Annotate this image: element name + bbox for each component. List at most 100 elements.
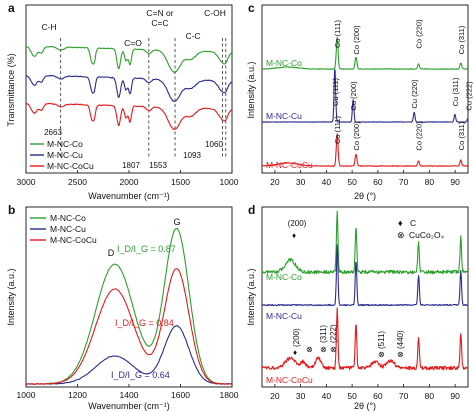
legend-label-cu: M-NC-Cu [50, 224, 86, 234]
otimes-icon: ⊗ [330, 345, 337, 354]
panel-d-xlabel: 2θ (°) [354, 401, 376, 411]
x-tick-label: 60 [373, 391, 383, 401]
wavenumber-label: 2663 [44, 128, 62, 137]
x-tick-label: 30 [296, 177, 306, 187]
panel-d-frame [261, 206, 469, 388]
xrd-peak-label: Co (200) [352, 121, 361, 151]
panel-a-xtick: 1500 [171, 177, 190, 187]
diamond-icon: ♦ [398, 218, 403, 228]
peak-label-cocu-511: (511) [377, 331, 386, 349]
wavenumber-label: 1807 [122, 161, 140, 170]
ratio-label-cu: I_D/I_G = 0.64 [111, 370, 170, 380]
ratio-label-cocu: I_D/I_G = 0.84 [115, 318, 174, 328]
peak-label-cocu-200: (200) [292, 328, 301, 347]
diamond-icon: ♦ [293, 348, 297, 357]
xrd-peak-label: Cu (220) [410, 79, 419, 109]
panel-d: Intensity (a.u.) 2θ (°) 20 30 40 50 60 70 80 90… [246, 206, 469, 411]
panel-letter-b: b [8, 203, 15, 217]
ratio-label-co: I_D/I_G = 0.87 [117, 244, 176, 254]
xrd-trace-m-nc-cocu [261, 133, 468, 167]
band-label-c-n-or: C=N or [146, 8, 173, 18]
panel-a-xtick: 1000 [220, 177, 239, 187]
panel-d-x-ticks: 20 30 40 50 60 70 80 90 [270, 384, 460, 401]
x-tick-label: 50 [347, 391, 357, 401]
legend-label-c: C [410, 218, 416, 228]
x-tick-label: 90 [450, 391, 460, 401]
xrd-peak-label: Co (220) [415, 121, 424, 151]
peak-label-cocu-222: (222) [329, 324, 338, 343]
sample-label-cu: M-NC-Cu [266, 111, 302, 121]
legend-label-co: M-NC-Co [50, 213, 86, 223]
wavenumber-label: 1553 [149, 161, 167, 170]
x-tick-label: 90 [450, 177, 460, 187]
x-tick-label: 40 [322, 177, 332, 187]
otimes-icon: ⊗ [397, 350, 404, 359]
panel-b-x-ticks: 1000 1200 1400 1600 1800 [17, 390, 239, 400]
otimes-icon: ⊗ [320, 345, 327, 354]
panel-b-xtick: 1400 [120, 390, 139, 400]
raman-trace-m-nc-cocu [25, 268, 233, 385]
panel-c: Intensity (a.u.) 2θ (°) 20 30 40 50 60 70 80 90… [246, 4, 473, 201]
x-tick-label: 20 [270, 177, 280, 187]
xrd-trace-m-nc-co [261, 36, 468, 70]
wavenumber-label: 1093 [183, 151, 201, 160]
band-label-c-oh: C-OH [204, 8, 226, 18]
panel-letter-a: a [8, 1, 15, 15]
panel-b-xtick: 1600 [171, 390, 190, 400]
xrd-peak-label: Cu (111) [331, 77, 340, 106]
panel-c-frame [261, 4, 469, 174]
panel-a-ylabel: Transmittance (%) [6, 53, 16, 126]
peak-label-d: D [108, 248, 115, 258]
otimes-icon: ⊗ [378, 350, 385, 359]
band-label-c-c: C-C [185, 31, 200, 41]
panel-letter-c: c [248, 1, 255, 15]
panel-b-ylabel: Intensity (a.u.) [6, 268, 16, 325]
ftir-trace-m-nc-co [25, 45, 233, 74]
xrd-peak-label: Co (311) [457, 121, 466, 150]
xrd-trace-m-nc-cu [261, 69, 469, 123]
band-label-c-h: C-H [41, 22, 56, 32]
otimes-icon: ⊗ [397, 230, 405, 240]
sample-label-co: M-NC-Co [266, 58, 302, 68]
peak-label-cocu-311: (311) [319, 325, 328, 343]
panel-b-xtick: 1800 [220, 390, 239, 400]
ftir-trace-m-nc-cu [25, 74, 233, 103]
panel-c-ylabel: Intensity (a.u.) [246, 61, 256, 118]
peak-label-c-200: (200) [288, 219, 307, 228]
panel-a-xlabel: Wavenumber (cm⁻¹) [88, 191, 169, 201]
xrd-peak-label: Co (200) [352, 25, 361, 55]
xrd-peak-label: Co (220) [415, 19, 424, 49]
x-tick-label: 70 [399, 391, 409, 401]
legend-label-cu: M-NC-Cu [47, 150, 83, 160]
panel-d-ylabel: Intensity (a.u.) [246, 268, 256, 325]
panel-letter-d: d [248, 203, 255, 217]
xrd-peak-label: Cu (311) [451, 77, 460, 106]
panel-c-x-ticks: 20 30 40 50 60 70 80 90 [270, 170, 460, 187]
x-tick-label: 50 [347, 177, 357, 187]
panel-b-legend: M-NC-Co M-NC-Cu M-NC-CoCu [30, 213, 97, 245]
panel-b: Intensity (a.u.) Wavenumber (cm⁻¹) 1000 … [6, 206, 239, 411]
x-tick-label: 60 [373, 177, 383, 187]
wavenumber-label: 1060 [205, 140, 223, 149]
sample-label-cocu: M-NC-CoCu [266, 375, 313, 385]
panel-b-xtick: 1200 [68, 390, 87, 400]
x-tick-label: 30 [296, 391, 306, 401]
x-tick-label: 70 [399, 177, 409, 187]
legend-label-co: M-NC-Co [47, 139, 83, 149]
raman-trace-m-nc-cu [25, 325, 233, 385]
panel-c-xlabel: 2θ (°) [354, 191, 376, 201]
xrd-trace-m-nc-cocu [261, 307, 468, 371]
diamond-icon: ♦ [292, 231, 296, 240]
xrd-peak-label: Co (111) [333, 115, 342, 144]
peak-label-g: G [173, 217, 180, 227]
xrd-trace-m-nc-cu [261, 244, 468, 307]
sample-label-co: M-NC-Co [266, 272, 302, 282]
panel-a-xtick: 2000 [120, 177, 139, 187]
panel-a-xtick: 2500 [68, 177, 87, 187]
panel-a-legend: M-NC-Co M-NC-Cu M-NC-CoCu [30, 139, 94, 171]
panel-a-x-ticks: 3000 2500 2000 1500 1000 [17, 177, 239, 187]
panel-a: Transmittance (%) Wavenumber (cm⁻¹) 3000… [6, 4, 239, 201]
band-label-c-c-double: C=C [151, 18, 168, 28]
panel-a-xtick: 3000 [17, 177, 36, 187]
